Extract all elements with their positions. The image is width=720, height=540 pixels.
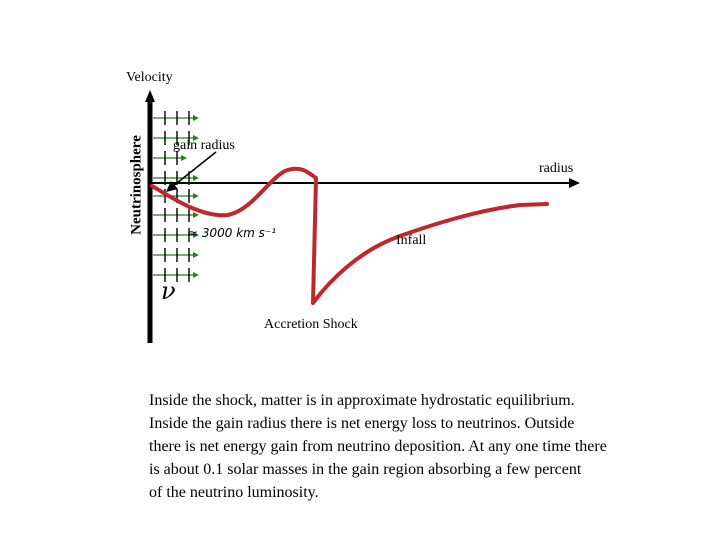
- neutrino-arrowhead: [193, 212, 199, 218]
- neutrino-arrowhead: [193, 115, 199, 121]
- gain-radius-label: gain radius: [173, 138, 235, 153]
- caption-line: of the neutrino luminosity.: [149, 484, 319, 501]
- neutrino-arrowhead: [193, 135, 199, 141]
- caption-line: there is net energy gain from neutrino d…: [149, 438, 607, 455]
- neutrino-arrowhead: [193, 175, 199, 181]
- radius-axis-arrowhead: [569, 178, 580, 188]
- radius-axis-label: radius: [539, 161, 574, 176]
- velocity-scale-note: ≈ 3000 km s⁻¹: [188, 226, 277, 240]
- caption-line: Inside the shock, matter is in approxima…: [149, 392, 575, 409]
- neutrino-arrowhead: [193, 252, 199, 258]
- velocity-profile-curve: [150, 166, 549, 305]
- gain-radius-pointer-head: [166, 181, 178, 192]
- neutrino-arrows: [153, 111, 199, 282]
- neutrino-arrowhead: [193, 232, 199, 238]
- neutrino-symbol: ν: [161, 277, 176, 305]
- caption-line: Inside the gain radius there is net ener…: [149, 415, 575, 432]
- velocity-axis-label: Velocity: [126, 70, 173, 85]
- neutrino-arrowhead: [193, 193, 199, 199]
- gain-radius-pointer: [171, 151, 217, 188]
- accretion-shock-label: Accretion Shock: [264, 317, 358, 332]
- neutrino-arrowhead: [181, 155, 187, 161]
- infall-label: Infall: [396, 233, 427, 248]
- neutrino-arrowhead: [193, 272, 199, 278]
- caption-line: is about 0.1 solar masses in the gain re…: [149, 461, 582, 478]
- neutrinosphere-label: Neutrinosphere: [128, 135, 145, 235]
- caption-text: Inside the shock, matter is in approxima…: [149, 389, 689, 504]
- velocity-axis-arrowhead: [145, 90, 155, 102]
